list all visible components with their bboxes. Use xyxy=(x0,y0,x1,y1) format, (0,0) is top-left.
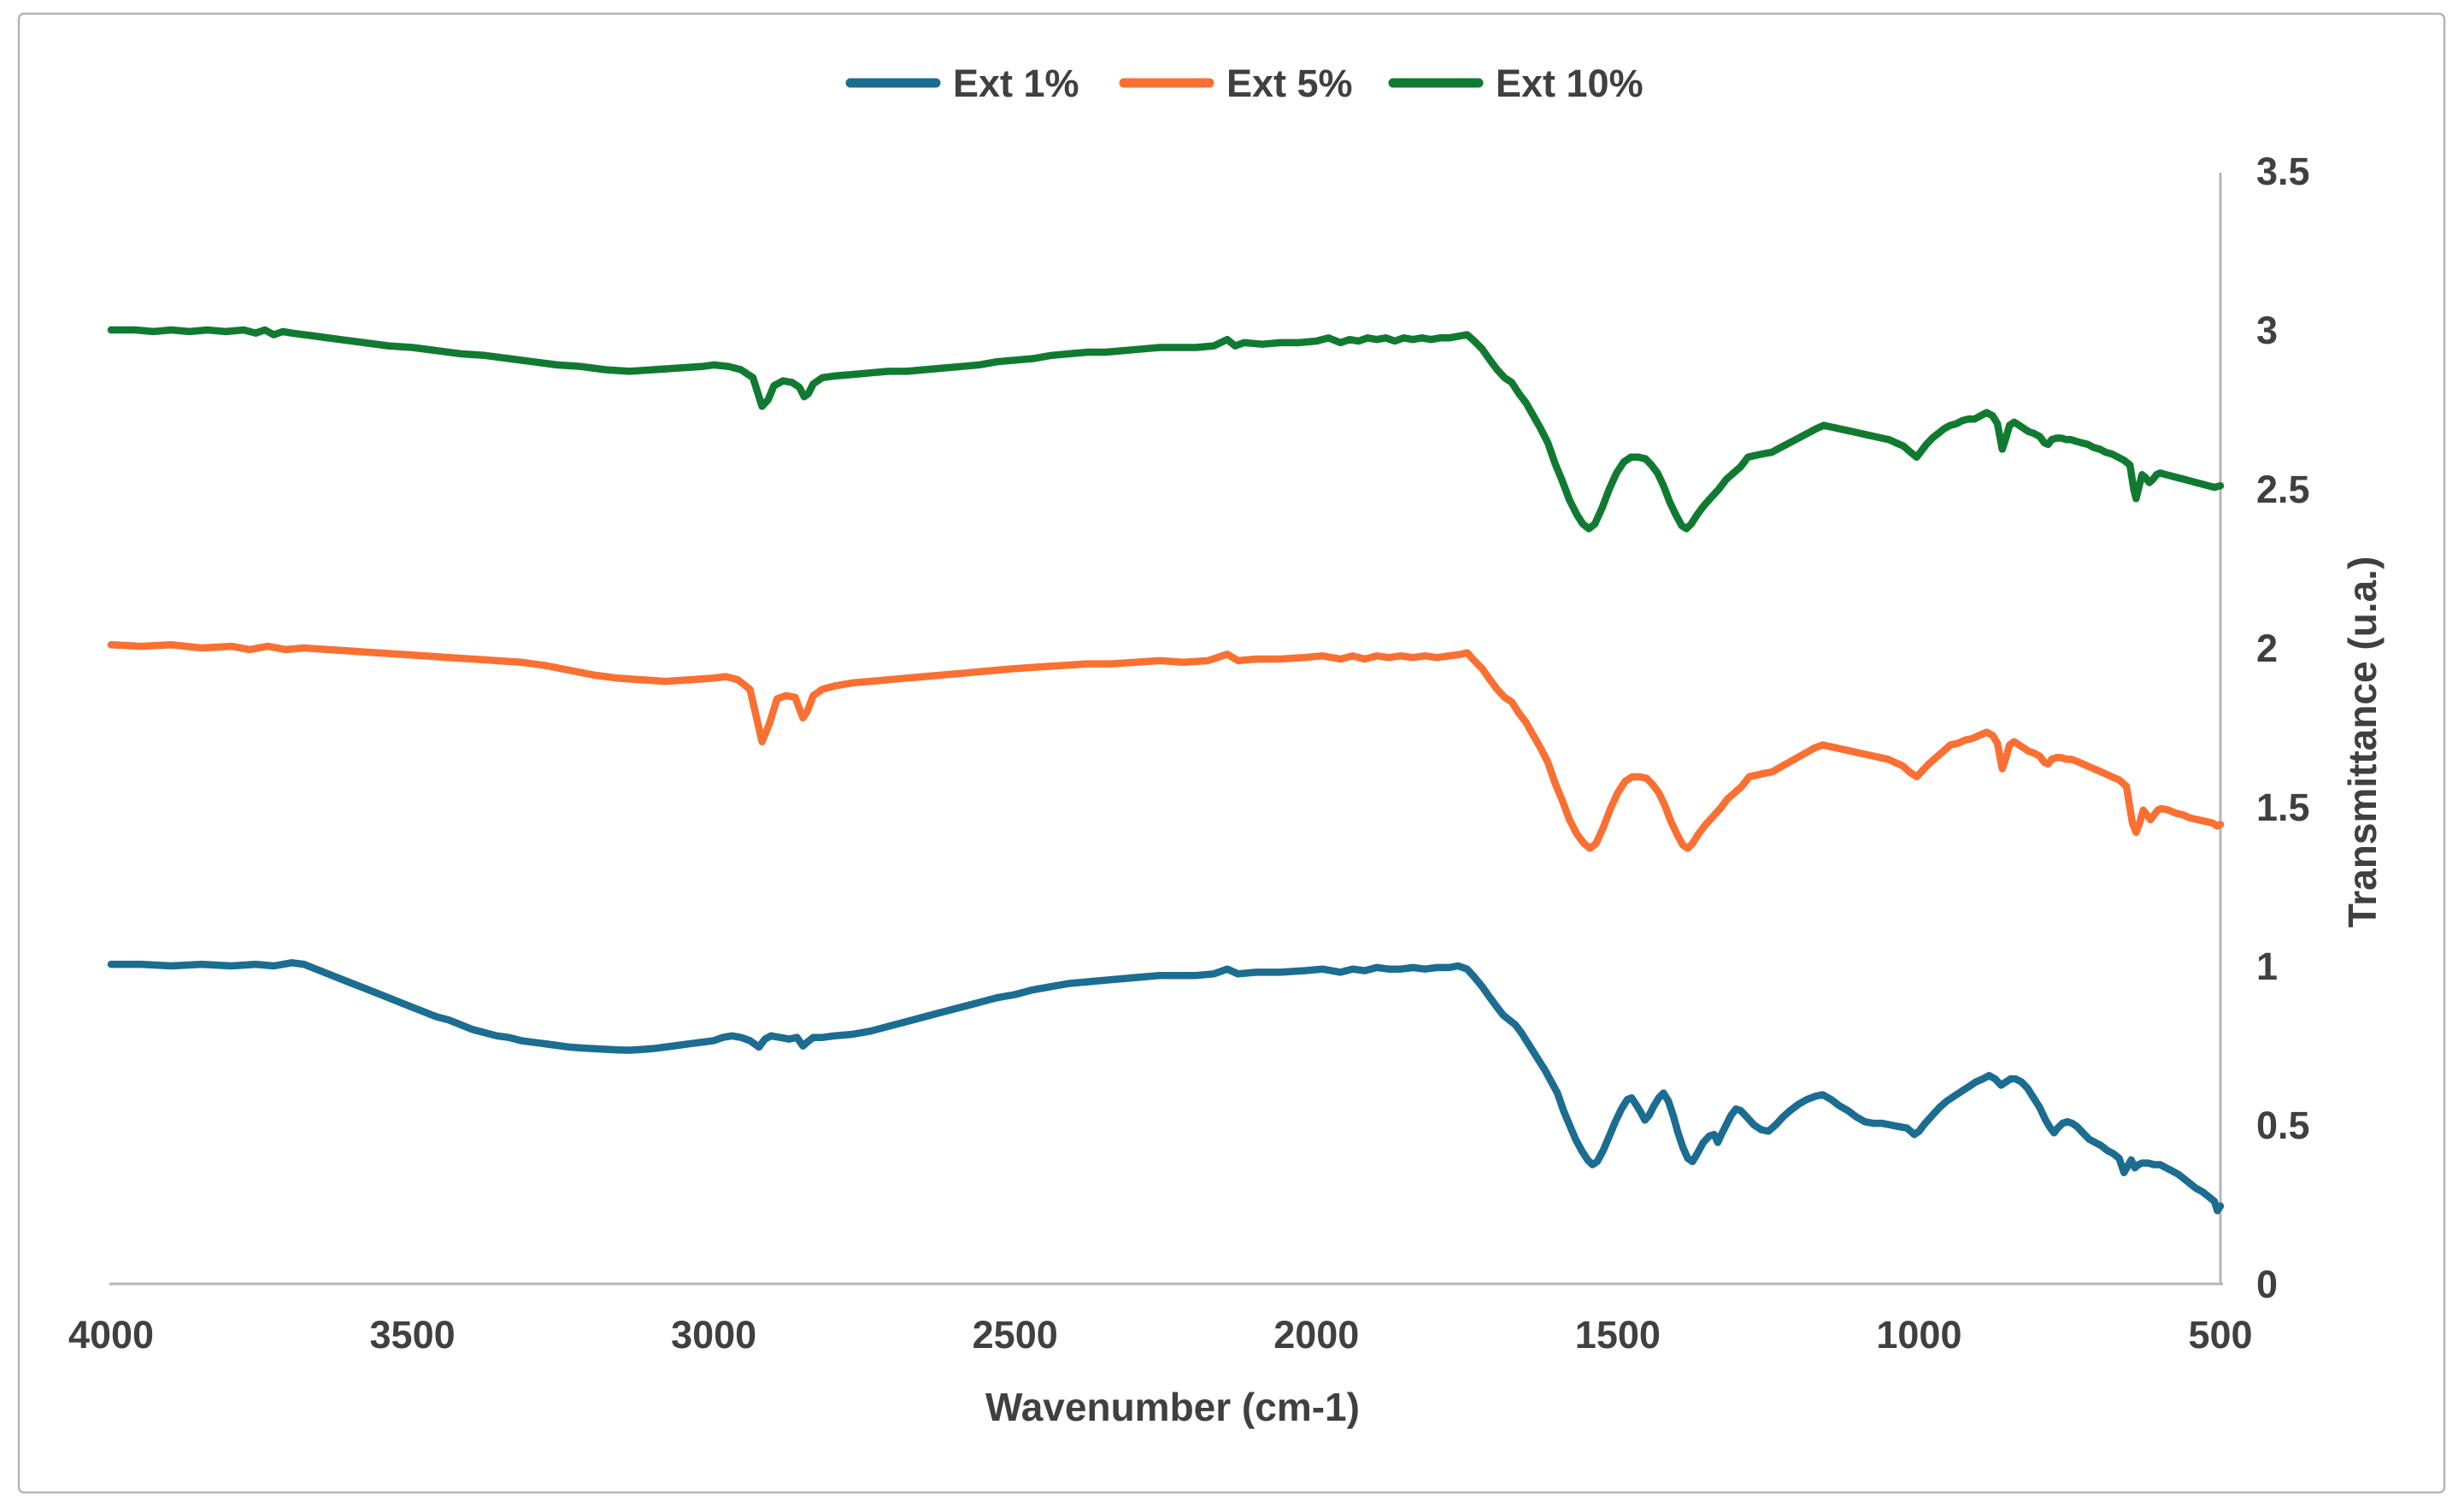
legend-item: Ext 10% xyxy=(1388,62,1644,105)
x-axis-tick-labels: 4000 3500 3000 2500 2000 1500 1000 500 xyxy=(68,1313,2253,1357)
x-tick-label: 4000 xyxy=(68,1313,154,1357)
figure-border xyxy=(17,12,2446,1494)
y-tick-label: 3 xyxy=(2256,309,2278,352)
y-tick-label: 1 xyxy=(2256,945,2278,988)
series-line-ext-1- xyxy=(107,959,2225,1215)
legend-item: Ext 5% xyxy=(1119,62,1353,105)
legend-label: Ext 10% xyxy=(1496,62,1644,105)
x-tick-label: 2000 xyxy=(1273,1313,1359,1357)
series-line-ext-5- xyxy=(107,641,2225,852)
x-axis-title: Wavenumber (cm-1) xyxy=(985,1385,1360,1429)
x-tick-label: 1500 xyxy=(1575,1313,1661,1357)
y-tick-label: 2.5 xyxy=(2256,468,2310,511)
y-tick-label: 1.5 xyxy=(2256,786,2310,829)
x-tick-label: 3500 xyxy=(370,1313,456,1357)
y-tick-label: 0 xyxy=(2256,1263,2278,1306)
x-tick-label: 3000 xyxy=(671,1313,756,1357)
x-tick-label: 500 xyxy=(2188,1313,2252,1357)
series-lines xyxy=(107,326,2225,1215)
legend-label: Ext 1% xyxy=(953,62,1079,105)
x-tick-label: 2500 xyxy=(973,1313,1058,1357)
y-tick-label: 3.5 xyxy=(2256,150,2310,193)
y-axis-title: Transmittance (u.a.) xyxy=(2340,556,2385,928)
series-line-ext-10- xyxy=(107,326,2225,533)
y-tick-label: 0.5 xyxy=(2256,1104,2310,1147)
x-tick-label: 1000 xyxy=(1876,1313,1961,1357)
y-axis-tick-labels: 0 0.5 1 1.5 2 2.5 3 3.5 xyxy=(2256,150,2310,1306)
legend-item: Ext 1% xyxy=(845,62,1079,105)
legend: Ext 1% Ext 5% Ext 10% xyxy=(845,62,1644,105)
legend-label: Ext 5% xyxy=(1226,62,1353,105)
y-tick-label: 2 xyxy=(2256,627,2278,670)
